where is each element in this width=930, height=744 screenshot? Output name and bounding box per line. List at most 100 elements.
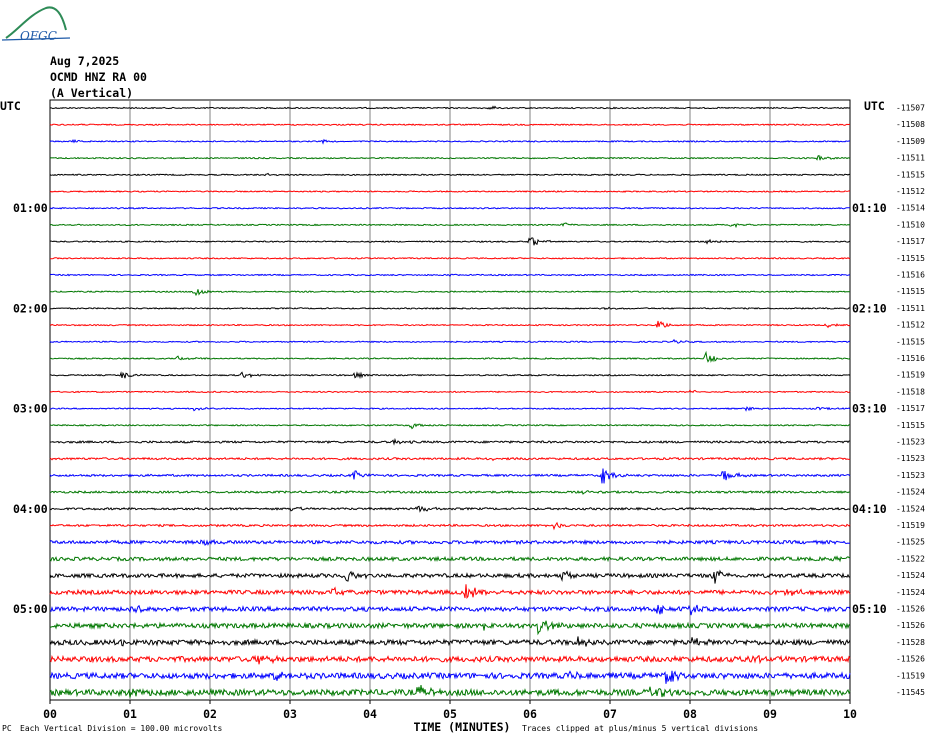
date-label: Aug 7,2025: [50, 54, 120, 68]
right-time-label: 01:10: [852, 201, 887, 215]
trace-line: [49, 206, 851, 210]
trace-offset-label: -11523: [896, 438, 925, 447]
trace-line: [49, 172, 851, 177]
x-tick-label: 09: [763, 707, 777, 721]
trace-line: [49, 456, 851, 462]
trace-offset-label: -11515: [896, 254, 925, 263]
x-tick-label: 04: [363, 707, 377, 721]
trace-offset-label: -11512: [896, 321, 925, 330]
trace-offset-label: -11545: [896, 688, 925, 697]
trace-line: [49, 569, 851, 584]
trace-line: [49, 154, 851, 161]
left-time-label: 03:00: [13, 402, 48, 416]
trace-line: [49, 670, 851, 684]
ofgc-logo: OFGC: [1, 6, 71, 43]
trace-line: [49, 350, 851, 363]
trace-offset-label: -11526: [896, 655, 925, 664]
left-time-label: 02:00: [13, 301, 48, 315]
trace-offset-label: -11510: [896, 220, 925, 229]
trace-line: [49, 338, 851, 344]
right-time-label: 04:10: [852, 502, 887, 516]
station-label: OCMD HNZ RA 00: [50, 70, 147, 84]
trace-line: [49, 237, 851, 246]
trace-line: [49, 190, 851, 193]
trace-offset-label: -11509: [896, 137, 925, 146]
trace-offset-label: -11525: [896, 538, 925, 547]
trace-offset-label: -11515: [896, 421, 925, 430]
trace-offset-label: -11512: [896, 187, 925, 196]
trace-line: [49, 123, 851, 127]
trace-offset-label: -11517: [896, 237, 925, 246]
trace-line: [49, 306, 851, 311]
trace-line: [49, 584, 851, 600]
x-axis-title: TIME (MINUTES): [414, 720, 511, 734]
trace-line: [49, 320, 851, 329]
trace-line: [49, 406, 851, 412]
trace-line: [49, 604, 851, 616]
x-tick-label: 02: [203, 707, 217, 721]
trace-offset-label: -11519: [896, 371, 925, 380]
x-tick-label: 03: [283, 707, 297, 721]
trace-line: [49, 505, 851, 513]
trace-line: [49, 222, 851, 229]
trace-line: [49, 273, 851, 278]
x-tick-label: 00: [43, 707, 57, 721]
right-utc-label: UTC: [864, 99, 885, 113]
trace-line: [49, 685, 851, 698]
trace-line: [49, 371, 851, 380]
logo-swoosh: [5, 6, 67, 39]
trace-line: [50, 256, 851, 260]
trace-line: [49, 389, 851, 394]
component-label: (A Vertical): [50, 86, 134, 100]
left-utc-label: UTC: [0, 99, 21, 113]
trace-offset-label: -11516: [896, 354, 925, 363]
trace-offset-label: -11522: [896, 554, 925, 563]
trace-line: [49, 138, 851, 145]
trace-line: [49, 437, 850, 446]
left-time-label: 01:00: [13, 201, 48, 215]
trace-offset-label: -11523: [896, 454, 925, 463]
x-tick-label: 01: [123, 707, 137, 721]
trace-line: [49, 105, 851, 110]
trace-offset-label: -11519: [896, 671, 925, 680]
trace-line: [49, 654, 851, 665]
trace-offset-label: -11508: [896, 120, 925, 129]
trace-line: [49, 468, 851, 484]
right-time-label: 02:10: [852, 301, 887, 315]
trace-line: [49, 555, 851, 563]
trace-offset-label: -11507: [896, 104, 925, 113]
trace-offset-label: -11524: [896, 588, 925, 597]
trace-offset-label: -11526: [896, 605, 925, 614]
trace-offset-label: -11518: [896, 387, 925, 396]
x-tick-label: 07: [603, 707, 617, 721]
x-tick-label: 05: [443, 707, 457, 721]
trace-line: [49, 289, 850, 297]
right-time-label: 05:10: [852, 602, 887, 616]
trace-offset-label: -11528: [896, 638, 925, 647]
trace-offset-label: -11526: [896, 621, 925, 630]
trace-offset-label: -11523: [896, 471, 925, 480]
trace-offset-label: -11511: [896, 154, 925, 163]
trace-offset-label: -11511: [896, 304, 925, 313]
scale-note: Each Vertical Division = 100.00 microvol…: [20, 724, 223, 733]
trace-line: [49, 620, 851, 636]
x-tick-label: 10: [843, 707, 857, 721]
x-tick-label: 08: [683, 707, 697, 721]
trace-offset-label: -11524: [896, 488, 925, 497]
x-tick-label: 06: [523, 707, 537, 721]
trace-line: [49, 490, 851, 495]
right-time-label: 03:10: [852, 402, 887, 416]
trace-offset-label: -11515: [896, 337, 925, 346]
trace-line: [49, 521, 851, 531]
trace-offset-label: -11524: [896, 571, 925, 580]
corner-mark: PC: [2, 724, 12, 733]
trace-offset-label: -11515: [896, 170, 925, 179]
left-time-label: 04:00: [13, 502, 48, 516]
trace-offset-label: -11519: [896, 521, 925, 530]
trace-offset-label: -11514: [896, 204, 925, 213]
trace-offset-label: -11516: [896, 271, 925, 280]
left-time-label: 05:00: [13, 602, 48, 616]
trace-line: [49, 423, 851, 430]
trace-offset-label: -11524: [896, 504, 925, 513]
